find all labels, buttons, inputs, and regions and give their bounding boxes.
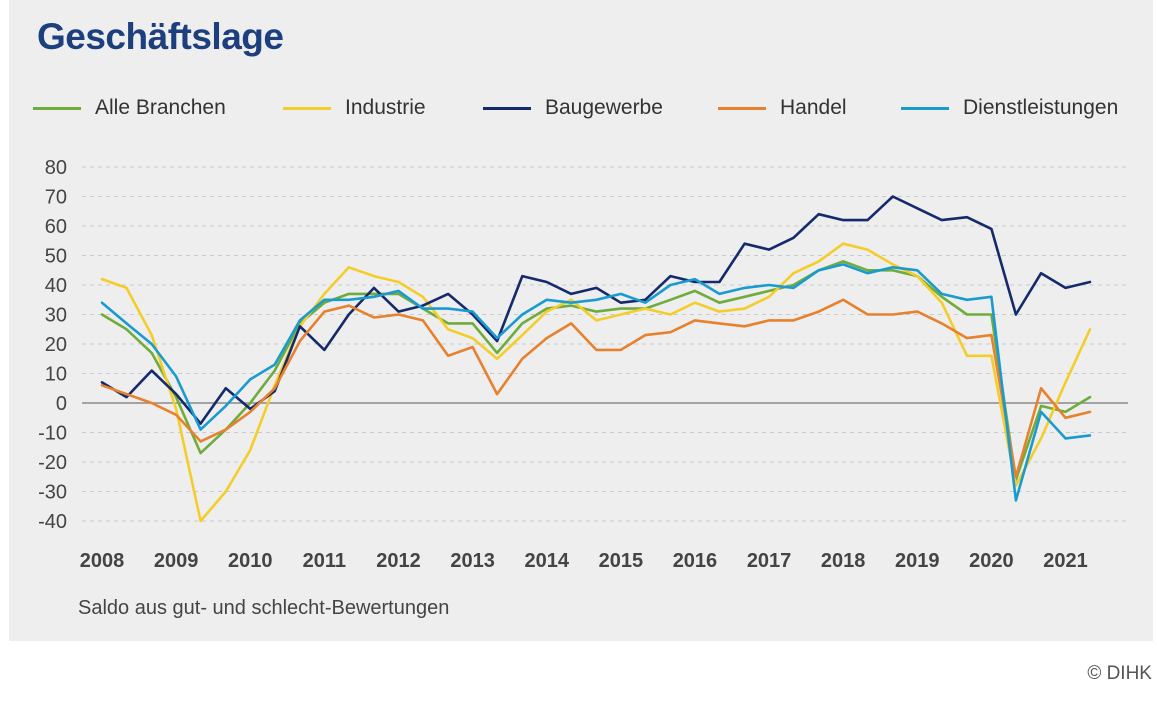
x-axis-ticks: 2008 2009 2010 2011 2012 2013 2014 2015 2016 2017… — [80, 550, 1088, 572]
chart-title: Geschäftslage — [37, 16, 284, 57]
x-tick-label: 2016 — [673, 550, 718, 572]
x-tick-label: 2019 — [895, 550, 940, 572]
legend-swatch — [33, 106, 81, 110]
x-tick-label: 2009 — [154, 550, 199, 572]
legend-label: Baugewerbe — [545, 96, 663, 119]
legend-label: Dienstleistungen — [963, 96, 1119, 119]
legend-item-alle-branchen: Alle Branchen — [33, 92, 226, 124]
y-tick-label: -20 — [38, 452, 67, 474]
y-tick-label: 50 — [45, 246, 67, 268]
legend-item-dienstleistungen: Dienstleistungen — [901, 92, 1118, 124]
x-tick-label: 2012 — [376, 550, 421, 572]
chart-panel — [9, 0, 1153, 641]
y-tick-label: -30 — [38, 482, 67, 504]
y-tick-label: 60 — [45, 216, 67, 238]
legend-item-baugewerbe: Baugewerbe — [483, 92, 663, 124]
series-line-industrie — [100, 242, 1092, 523]
legend-item-handel: Handel — [718, 92, 847, 124]
x-tick-label: 2018 — [821, 550, 866, 572]
x-tick-label: 2017 — [747, 550, 792, 572]
legend-swatch — [483, 106, 531, 110]
y-tick-label: 30 — [45, 305, 67, 327]
series-line-dienstleistungen — [100, 263, 1092, 502]
series-line-baugewerbe — [100, 195, 1092, 425]
y-tick-label: -10 — [38, 423, 67, 445]
series-line-handel — [100, 298, 1092, 479]
legend-item-industrie: Industrie — [283, 92, 426, 124]
x-tick-label: 2013 — [450, 550, 495, 572]
y-axis-ticks: -40 -30 -20 -10 0 10 20 30 40 50 60 70 80 — [38, 157, 67, 533]
legend-swatch — [283, 106, 331, 110]
y-tick-label: 10 — [45, 364, 67, 386]
x-tick-label: 2015 — [599, 550, 644, 572]
legend: Alle Branchen Industrie Baugewerbe Handel Di… — [33, 92, 1138, 124]
copyright-credit: © DIHK — [1087, 663, 1152, 684]
series-lines — [100, 195, 1092, 523]
legend-swatch — [901, 106, 949, 110]
x-tick-label: 2010 — [228, 550, 273, 572]
y-tick-label: -40 — [38, 511, 67, 533]
x-tick-label: 2014 — [524, 550, 569, 572]
legend-label: Industrie — [345, 96, 426, 119]
y-tick-label: 40 — [45, 275, 67, 297]
x-tick-label: 2008 — [80, 550, 125, 572]
legend-label: Handel — [780, 96, 847, 119]
y-tick-label: 20 — [45, 334, 67, 356]
legend-swatch — [718, 106, 766, 110]
legend-label: Alle Branchen — [95, 96, 226, 119]
axis-note: Saldo aus gut- und schlecht-Bewertungen — [78, 597, 450, 619]
series-line-alle-branchen — [100, 260, 1092, 482]
y-tick-label: 0 — [56, 393, 67, 415]
y-tick-label: 80 — [45, 157, 67, 179]
x-tick-label: 2020 — [969, 550, 1014, 572]
x-tick-label: 2011 — [303, 550, 346, 572]
x-tick-label: 2021 — [1043, 550, 1088, 572]
y-tick-label: 70 — [45, 187, 67, 209]
